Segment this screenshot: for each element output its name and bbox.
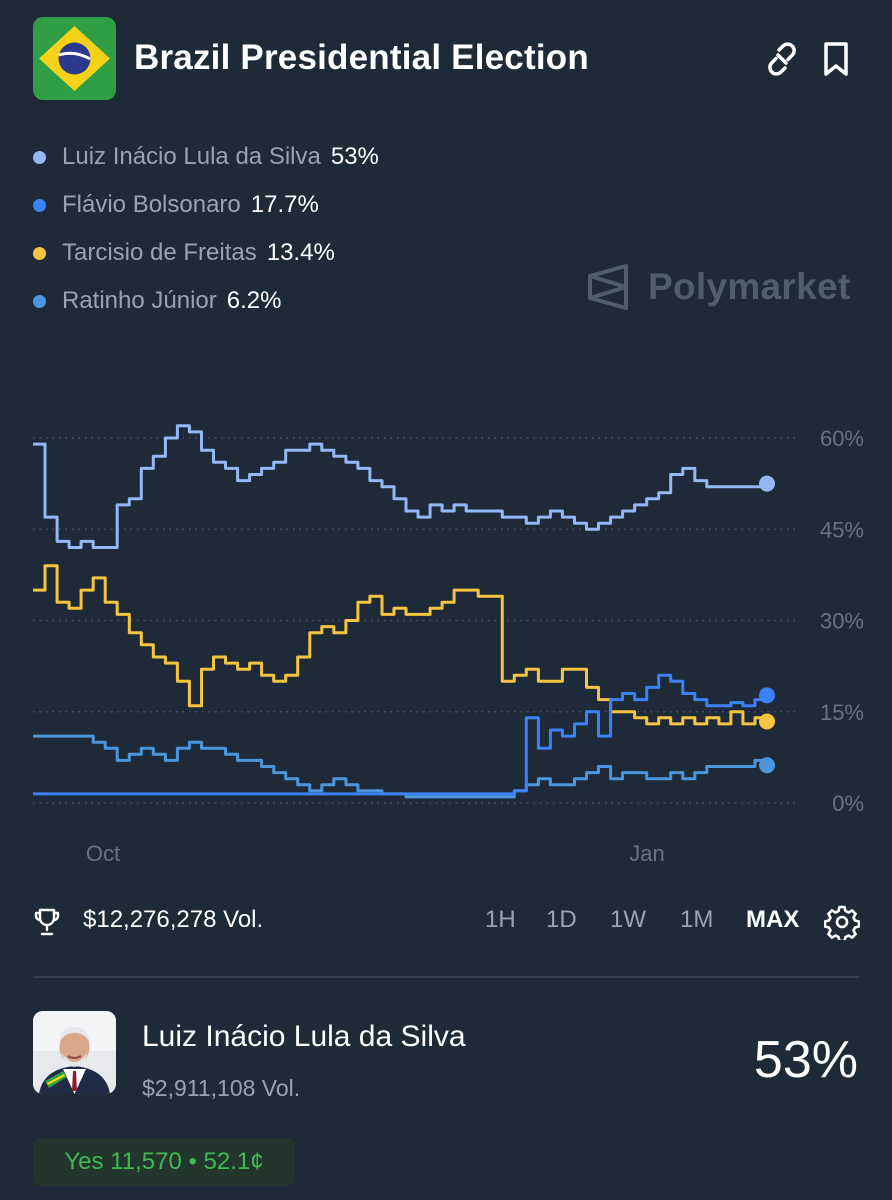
watermark-text: Polymarket: [648, 266, 851, 307]
legend-value: 53%: [330, 143, 379, 170]
y-tick-label: 60%: [820, 426, 864, 451]
legend-dot: [33, 150, 46, 164]
legend-label: Flávio Bolsonaro: [62, 191, 241, 218]
series-end-point: [759, 475, 775, 492]
range-max[interactable]: MAX: [746, 906, 800, 933]
series-line: [33, 673, 769, 796]
x-tick-label: Jan: [629, 841, 664, 866]
legend-value: 13.4%: [266, 239, 335, 266]
gear-icon[interactable]: [824, 904, 860, 940]
series-end-point: [759, 757, 775, 774]
chart-grid: [33, 437, 800, 804]
link-icon[interactable]: [763, 40, 801, 78]
legend-item-flavio: Flávio Bolsonaro 17.7%: [33, 181, 379, 229]
volume-row: $12,276,278 Vol. 1H 1D 1W 1M MAX: [33, 900, 860, 944]
y-tick-label: 45%: [820, 517, 864, 542]
legend-dot: [33, 246, 46, 260]
price-chart[interactable]: 60% 45% 30% 15% 0% Oct Jan: [0, 400, 892, 880]
brazil-flag-icon: [33, 17, 116, 100]
legend-item-lula: Luiz Inácio Lula da Silva 53%: [33, 133, 379, 181]
legend-item-ratinho: Ratinho Júnior 6.2%: [33, 277, 379, 325]
series-end-point: [759, 713, 775, 730]
chart-legend: Luiz Inácio Lula da Silva 53% Flávio Bol…: [33, 133, 379, 325]
range-1m[interactable]: 1M: [680, 906, 714, 933]
range-1d[interactable]: 1D: [546, 906, 577, 933]
divider: [33, 976, 859, 978]
market-title: Brazil Presidential Election: [134, 38, 589, 77]
y-tick-label: 30%: [820, 609, 864, 634]
y-tick-label: 15%: [820, 700, 864, 725]
bookmark-icon[interactable]: [817, 40, 855, 78]
polymarket-watermark: Polymarket: [586, 262, 851, 312]
y-tick-label: 0%: [832, 791, 864, 816]
legend-label: Luiz Inácio Lula da Silva: [62, 143, 321, 170]
chart-labels: 60% 45% 30% 15% 0% Oct Jan: [86, 426, 864, 866]
x-tick-label: Oct: [86, 841, 120, 866]
legend-dot: [33, 294, 46, 308]
polymarket-logo-icon: [588, 264, 628, 310]
buy-yes-button[interactable]: Yes 11,570 • 52.1¢: [33, 1138, 295, 1186]
legend-dot: [33, 198, 46, 212]
legend-value: 6.2%: [226, 287, 282, 314]
series-line: [33, 564, 769, 726]
candidate-volume: $2,911,108 Vol.: [142, 1075, 301, 1101]
legend-value: 17.7%: [250, 191, 319, 218]
candidate-avatar: [33, 1011, 116, 1094]
chart-series: [33, 424, 775, 799]
candidate-probability: 53%: [753, 1031, 858, 1089]
range-1h[interactable]: 1H: [485, 906, 516, 933]
legend-item-tarcisio: Tarcisio de Freitas 13.4%: [33, 229, 379, 277]
candidate-name[interactable]: Luiz Inácio Lula da Silva: [142, 1020, 466, 1053]
series-line: [33, 424, 769, 549]
series-line: [33, 734, 769, 799]
legend-label: Tarcisio de Freitas: [62, 239, 257, 266]
total-volume: $12,276,278 Vol.: [83, 906, 264, 933]
legend-label: Ratinho Júnior: [62, 287, 217, 314]
trophy-icon: [34, 908, 60, 936]
series-end-point: [759, 687, 775, 704]
range-1w[interactable]: 1W: [610, 906, 646, 933]
